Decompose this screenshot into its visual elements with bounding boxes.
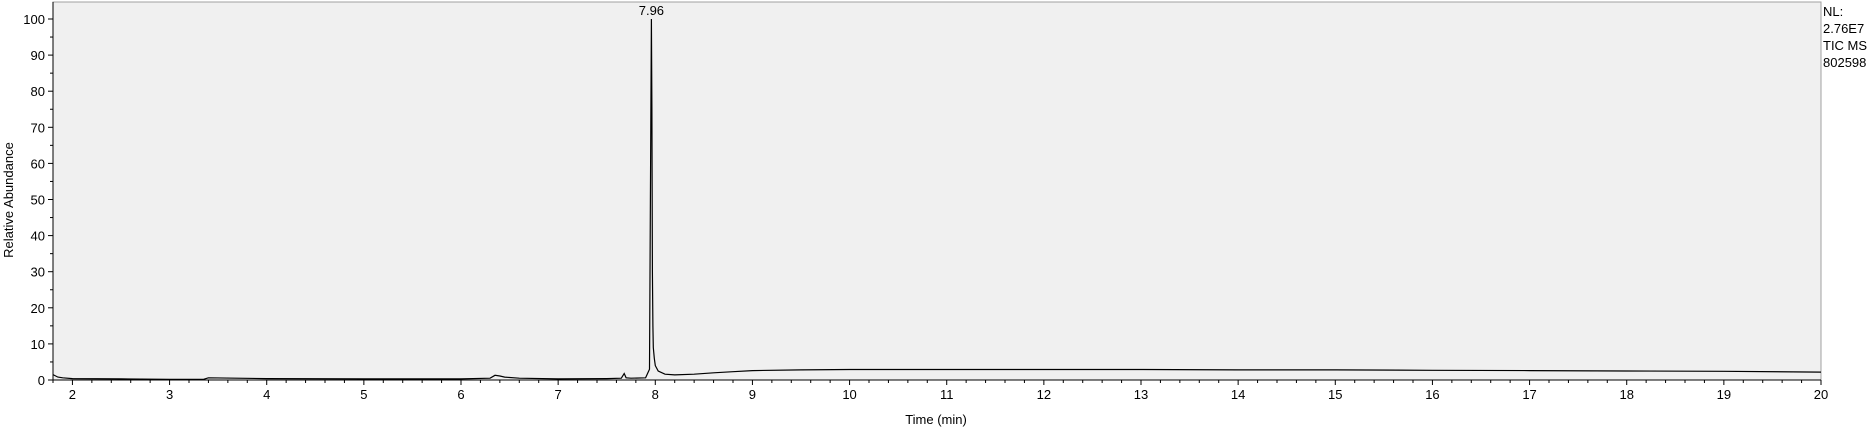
x-tick-label: 4 [263,387,270,402]
nl-label: NL: [1823,4,1844,19]
y-tick-label: 50 [31,193,45,208]
x-tick-label: 11 [940,387,954,402]
y-tick-label: 60 [31,156,45,171]
y-tick-label: 80 [31,84,45,99]
y-tick-label: 10 [31,337,45,352]
x-axis: 2 3 4 5 6 7 8 9 10 11 12 13 14 15 16 17 18 19 20 [52,379,1828,402]
x-tick-label: 2 [69,387,76,402]
scan-filter: TIC MS [1823,38,1868,53]
y-tick-label: 70 [31,120,45,135]
x-tick-label: 16 [1425,387,1439,402]
x-tick-label: 13 [1134,387,1148,402]
y-tick-label: 90 [31,48,45,63]
x-tick-label: 12 [1037,387,1051,402]
x-tick-label: 7 [555,387,562,402]
x-tick-label: 19 [1717,387,1731,402]
peak-label: 7.96 [639,3,664,18]
y-axis-title: Relative Abundance [1,142,16,258]
y-tick-label: 20 [31,301,45,316]
x-tick-label: 10 [842,387,856,402]
x-tick-label: 18 [1619,387,1633,402]
tic-trace [52,18,1822,380]
y-tick-label: 30 [31,265,45,280]
x-tick-label: 6 [457,387,464,402]
plot-area [52,1,1822,381]
x-axis-title: Time (min) [905,412,967,427]
normalization-info: NL: 2.76E7 TIC MS 802598 [1823,3,1867,71]
y-tick-label: 0 [38,373,45,388]
nl-value: 2.76E7 [1823,21,1865,36]
x-tick-label: 17 [1522,387,1536,402]
file-id: 802598 [1823,55,1867,70]
y-axis: 0 10 20 30 40 50 60 70 80 90 100 [23,2,54,388]
x-tick-label: 20 [1814,387,1828,402]
x-tick-label: 9 [749,387,756,402]
x-tick-label: 5 [360,387,367,402]
x-tick-label: 8 [652,387,659,402]
x-tick-label: 14 [1231,387,1245,402]
x-tick-label: 15 [1328,387,1342,402]
y-tick-label: 100 [23,12,45,27]
y-tick-label: 40 [31,229,45,244]
x-tick-label: 3 [166,387,173,402]
